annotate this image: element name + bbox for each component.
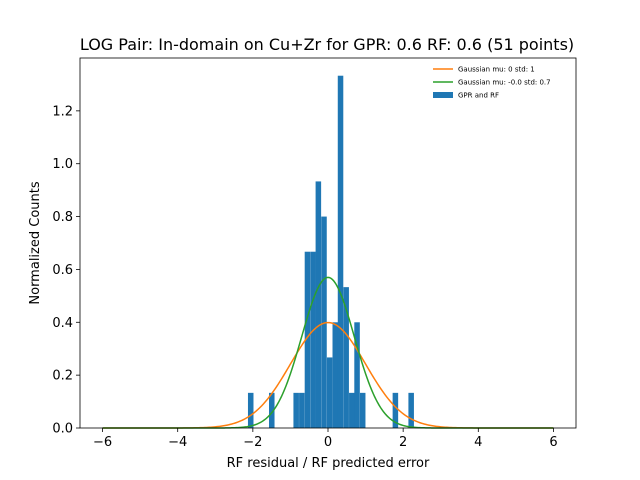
chart-title: LOG Pair: In-domain on Cu+Zr for GPR: 0.… bbox=[80, 35, 574, 54]
y-tick-label: 1.2 bbox=[52, 104, 73, 119]
histogram-bar-14 bbox=[359, 392, 366, 428]
histogram-bar-10 bbox=[337, 75, 344, 429]
x-axis-label: RF residual / RF predicted error bbox=[227, 456, 430, 471]
histogram-bar-15 bbox=[392, 392, 399, 428]
y-tick-label: 1.0 bbox=[52, 157, 73, 172]
x-tick-label: 4 bbox=[474, 435, 482, 450]
legend-swatch-histogram bbox=[433, 92, 453, 98]
legend-label-histogram: GPR and RF bbox=[458, 92, 499, 100]
x-tick-label: 0 bbox=[324, 435, 332, 450]
histogram-bar-6 bbox=[315, 181, 322, 428]
histogram-bar-12 bbox=[349, 392, 355, 428]
histogram-bar-0 bbox=[247, 392, 254, 428]
y-axis-label: Normalized Counts bbox=[28, 181, 43, 304]
histogram-bar-16 bbox=[408, 392, 414, 428]
x-tick-label: −6 bbox=[93, 435, 112, 450]
histogram-bars bbox=[247, 75, 414, 429]
x-tick-label: −2 bbox=[243, 435, 262, 450]
legend-label-gaussian-1: Gaussian mu: 0 std: 1 bbox=[458, 66, 535, 74]
histogram-bar-11 bbox=[343, 287, 349, 428]
histogram-bar-3 bbox=[299, 392, 305, 428]
y-tick-label: 0.2 bbox=[52, 369, 73, 384]
y-tick-label: 0.0 bbox=[52, 422, 73, 437]
histogram-bar-4 bbox=[304, 251, 311, 428]
y-tick-label: 0.4 bbox=[52, 316, 73, 331]
x-tick-label: 6 bbox=[549, 435, 557, 450]
x-tick-label: 2 bbox=[399, 435, 407, 450]
x-tick-label: −4 bbox=[168, 435, 187, 450]
histogram-bar-7 bbox=[321, 216, 327, 428]
histogram-bar-8 bbox=[326, 357, 333, 428]
legend-label-gaussian-2: Gaussian mu: -0.0 std: 0.7 bbox=[458, 79, 551, 87]
legend: Gaussian mu: 0 std: 1 Gaussian mu: -0.0 … bbox=[433, 66, 551, 100]
y-tick-label: 0.8 bbox=[52, 210, 73, 225]
histogram-bar-13 bbox=[354, 322, 360, 428]
histogram-bar-5 bbox=[310, 251, 316, 428]
x-axis-ticks: −6 −4 −2 0 2 4 6 bbox=[93, 428, 558, 450]
histogram-bar-9 bbox=[332, 322, 339, 428]
y-axis-ticks: 0.0 0.2 0.4 0.6 0.8 1.0 1.2 bbox=[52, 104, 80, 437]
y-tick-label: 0.6 bbox=[52, 263, 73, 278]
histogram-bar-2 bbox=[293, 392, 299, 428]
histogram-bar-1 bbox=[269, 392, 275, 428]
